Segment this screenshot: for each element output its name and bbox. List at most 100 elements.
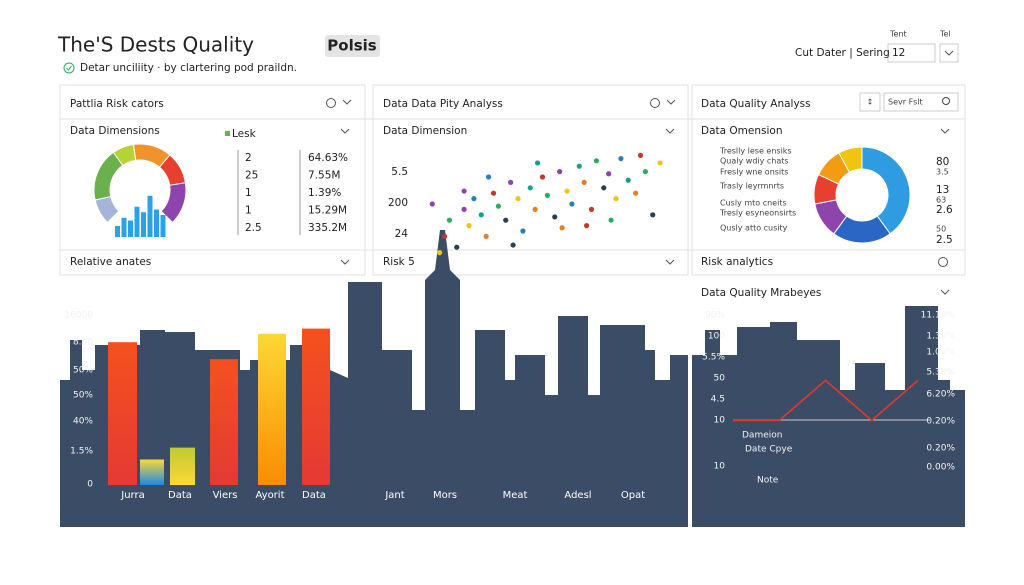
scatter-point (559, 225, 565, 231)
chevron (944, 50, 954, 56)
label: 200 (388, 197, 408, 209)
ring-segment (838, 146, 863, 173)
label: Trasly leyrmnrts (719, 182, 784, 191)
bar (140, 459, 164, 485)
label: Note (757, 476, 779, 486)
sort-btn[interactable] (859, 92, 881, 112)
scatter-point (613, 196, 619, 202)
scatter-point (495, 203, 501, 209)
label: Data Dimension (383, 125, 467, 137)
bar (302, 328, 330, 485)
inner-bar (115, 226, 120, 237)
scatter-point (642, 169, 649, 175)
inner-bar (154, 209, 159, 237)
scatter-point (637, 152, 644, 158)
bar (108, 342, 137, 485)
label: 2 (245, 152, 252, 164)
scatter-point (461, 188, 467, 194)
scatter-point (593, 158, 600, 164)
label: Cusly mto cneits (720, 199, 787, 208)
label: 11.10% (921, 311, 956, 321)
scatter-point (478, 212, 484, 218)
skyline (60, 230, 965, 527)
label: 4.5 (711, 395, 725, 405)
sort-icon: ↕ (867, 98, 874, 107)
scatter-point (564, 188, 570, 194)
label: 2.6 (936, 204, 953, 216)
label: Tent (889, 30, 907, 39)
input-box[interactable] (887, 43, 936, 63)
label: 0.20% (926, 417, 955, 427)
ring-segment (861, 146, 911, 235)
search-box[interactable] (883, 92, 959, 112)
label: Polsis (327, 37, 377, 55)
bar (258, 333, 286, 485)
inner-bar (134, 206, 140, 237)
label: 15.29M (308, 205, 347, 217)
label: Data Quality Mrabeyes (701, 287, 821, 299)
ring-segment (160, 182, 187, 224)
label: 50% (73, 366, 93, 376)
label: 16000 (64, 311, 93, 321)
scatter-point (552, 214, 558, 220)
scatter-point (608, 217, 614, 223)
scatter-point (606, 171, 612, 177)
badge (325, 35, 380, 57)
label: Fresly wne onsits (720, 168, 788, 177)
dropdown[interactable] (939, 43, 959, 63)
label: Data Quality Analyss (701, 98, 811, 110)
label: 1.30% (926, 332, 955, 342)
label: Adesl (564, 490, 591, 501)
scatter-point (490, 190, 497, 196)
label: Data Dimensions (70, 125, 160, 137)
scatter-point (581, 179, 587, 185)
scatter-point (527, 185, 533, 191)
label: Opat (621, 490, 645, 501)
label: 5.5% (702, 353, 725, 363)
chevrons (326, 98, 950, 295)
scatter-point (503, 217, 509, 223)
label: 1 (245, 205, 252, 217)
label: 5.5 (391, 166, 408, 178)
label: 0 (87, 480, 93, 490)
label: Qualy wdiy chats (720, 157, 789, 166)
label: Risk analytics (701, 256, 773, 268)
label: 1.39% (308, 187, 341, 199)
gap (688, 278, 692, 528)
label: Tel (939, 30, 951, 39)
scatter-point (520, 228, 526, 234)
label: 100 (708, 332, 725, 342)
scatter-point (539, 174, 546, 180)
label: Sevr Fslt (888, 98, 923, 107)
label: Jant (384, 490, 404, 501)
label: 80 (936, 156, 949, 168)
scatter-point (625, 177, 631, 183)
scatter-point (510, 242, 516, 248)
label: Meat (503, 490, 528, 501)
label: Qusly atto cusity (720, 224, 788, 233)
label: Mors (433, 490, 457, 501)
scatter-point (437, 250, 443, 256)
scatter-point (588, 206, 595, 212)
check (66, 65, 72, 71)
label: 64.63% (308, 152, 348, 164)
label: Data Data Pity Analyss (383, 98, 503, 110)
label: 50 (936, 225, 946, 234)
scatter-point (633, 190, 639, 196)
label: Jurra (120, 490, 144, 501)
scatter-point (515, 196, 521, 202)
label: Data (168, 490, 192, 501)
label: Date Cpye (745, 445, 793, 455)
label: Cut Dater | Sering (795, 47, 890, 59)
inner-bar (147, 195, 153, 237)
inner-bar (128, 220, 133, 237)
inner-bar (121, 217, 127, 237)
scatter-point (429, 201, 435, 207)
label: 6.20% (926, 390, 955, 400)
scatter-point (446, 217, 452, 223)
scatter-point (535, 160, 541, 166)
scatter-point (532, 206, 538, 212)
label: Data Omension (701, 125, 782, 137)
label: Treslly lese ensiks (719, 147, 792, 156)
